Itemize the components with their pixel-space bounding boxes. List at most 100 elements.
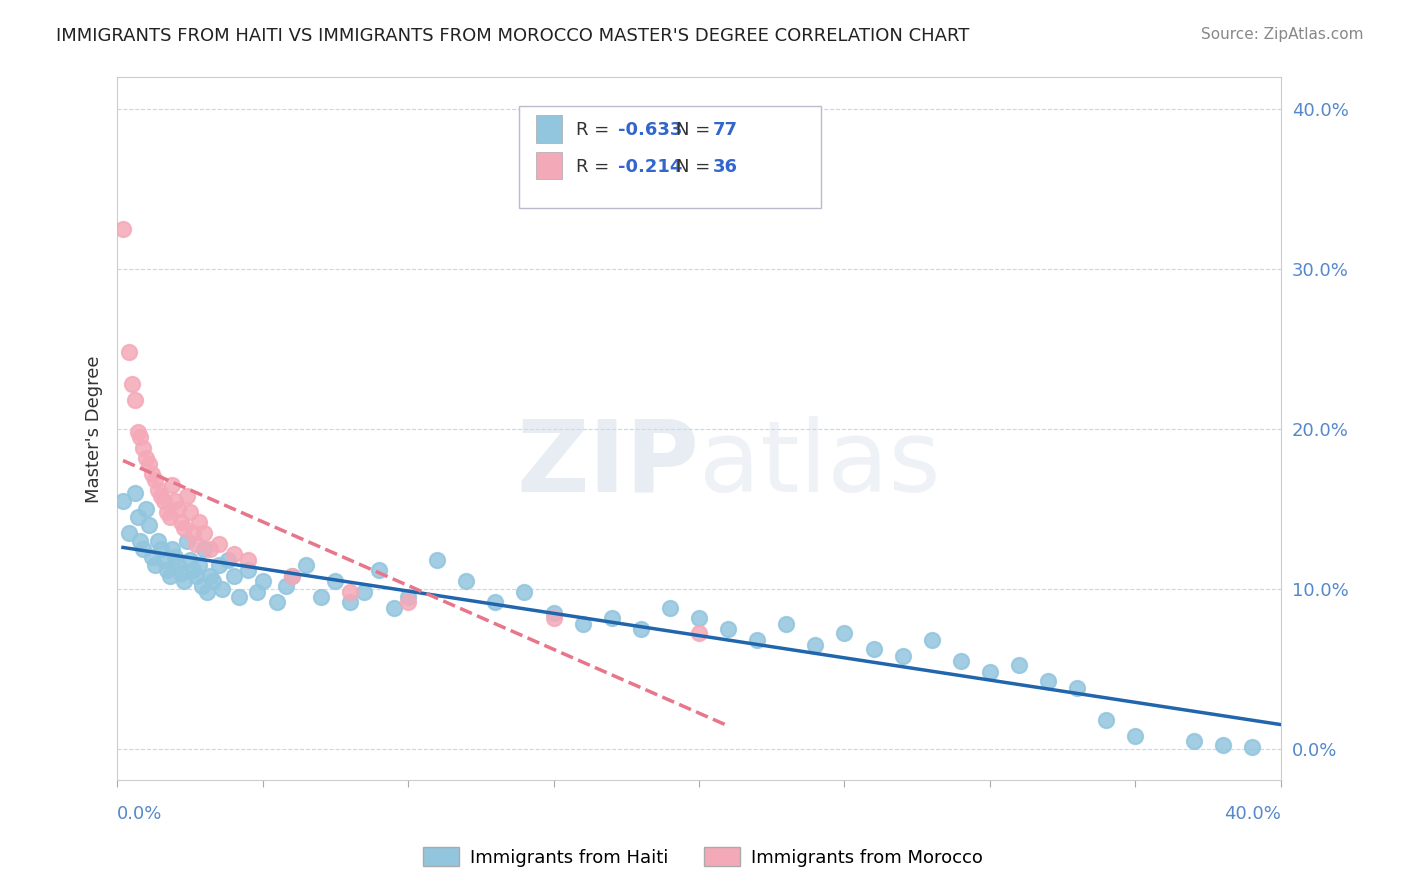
Point <box>382 601 405 615</box>
Point <box>309 590 332 604</box>
Point <box>167 501 190 516</box>
Point <box>121 377 143 392</box>
Point <box>118 345 141 359</box>
Point <box>181 563 204 577</box>
Point <box>1125 729 1147 743</box>
Text: 36: 36 <box>713 158 738 176</box>
Point <box>176 489 198 503</box>
Point <box>280 569 302 583</box>
Point <box>141 549 163 564</box>
Point <box>353 585 375 599</box>
Text: 40.0%: 40.0% <box>1225 805 1281 823</box>
Text: atlas: atlas <box>699 416 941 513</box>
Point <box>127 509 149 524</box>
Point <box>339 585 361 599</box>
FancyBboxPatch shape <box>536 115 562 143</box>
Point <box>368 563 391 577</box>
FancyBboxPatch shape <box>519 105 821 208</box>
Point <box>280 569 302 583</box>
Point <box>141 467 163 481</box>
Point <box>208 537 231 551</box>
Text: -0.214: -0.214 <box>617 158 682 176</box>
Point <box>135 501 157 516</box>
Text: Source: ZipAtlas.com: Source: ZipAtlas.com <box>1201 27 1364 42</box>
Point <box>252 574 274 588</box>
Point <box>266 594 288 608</box>
Point <box>804 638 827 652</box>
Point <box>228 590 250 604</box>
Point <box>688 626 710 640</box>
Point <box>146 533 169 548</box>
Point <box>295 558 318 572</box>
Point <box>211 582 233 596</box>
Point <box>658 601 681 615</box>
Point <box>170 566 193 580</box>
Text: 0.0%: 0.0% <box>117 805 163 823</box>
Point <box>167 558 190 572</box>
Point <box>156 563 179 577</box>
Point <box>179 553 201 567</box>
Point <box>135 450 157 465</box>
Point <box>543 610 565 624</box>
Point <box>208 558 231 572</box>
Point <box>513 585 536 599</box>
Point <box>170 515 193 529</box>
Point <box>179 505 201 519</box>
Point <box>146 483 169 497</box>
Point <box>396 594 419 608</box>
Text: ZIP: ZIP <box>516 416 699 513</box>
Point <box>1066 681 1088 695</box>
Point <box>246 585 269 599</box>
Point <box>1212 739 1234 753</box>
Point <box>949 654 972 668</box>
Point <box>143 473 166 487</box>
Text: IMMIGRANTS FROM HAITI VS IMMIGRANTS FROM MOROCCO MASTER'S DEGREE CORRELATION CHA: IMMIGRANTS FROM HAITI VS IMMIGRANTS FROM… <box>56 27 970 45</box>
Text: R =: R = <box>575 158 614 176</box>
Point <box>138 517 160 532</box>
Point <box>165 494 187 508</box>
Point <box>181 525 204 540</box>
Point <box>162 478 184 492</box>
Point <box>200 541 222 556</box>
Point <box>162 541 184 556</box>
Point <box>325 574 347 588</box>
Point <box>202 574 225 588</box>
Point <box>111 494 134 508</box>
Legend: Immigrants from Haiti, Immigrants from Morocco: Immigrants from Haiti, Immigrants from M… <box>416 840 990 874</box>
Point <box>187 515 209 529</box>
Point <box>184 537 207 551</box>
Point <box>834 626 856 640</box>
Point <box>396 590 419 604</box>
Point <box>149 541 172 556</box>
Point <box>775 616 797 631</box>
Point <box>456 574 478 588</box>
Point <box>173 521 195 535</box>
Point <box>143 558 166 572</box>
Point <box>159 509 181 524</box>
Point <box>165 549 187 564</box>
Point <box>176 533 198 548</box>
Point <box>1008 658 1031 673</box>
Point <box>921 632 943 647</box>
Point <box>862 642 884 657</box>
Text: N =: N = <box>676 158 716 176</box>
Point <box>222 547 245 561</box>
Point <box>193 525 215 540</box>
Point <box>1036 674 1059 689</box>
Point <box>187 558 209 572</box>
Point <box>571 616 593 631</box>
Point <box>717 622 740 636</box>
Point <box>159 569 181 583</box>
Point <box>132 441 155 455</box>
Point <box>484 594 506 608</box>
Point <box>274 578 297 592</box>
Point <box>236 563 259 577</box>
Point <box>195 585 218 599</box>
Point <box>156 505 179 519</box>
Point <box>173 574 195 588</box>
Point <box>1095 713 1118 727</box>
Point <box>184 569 207 583</box>
Point <box>152 553 174 567</box>
Point <box>129 533 152 548</box>
Point <box>193 541 215 556</box>
